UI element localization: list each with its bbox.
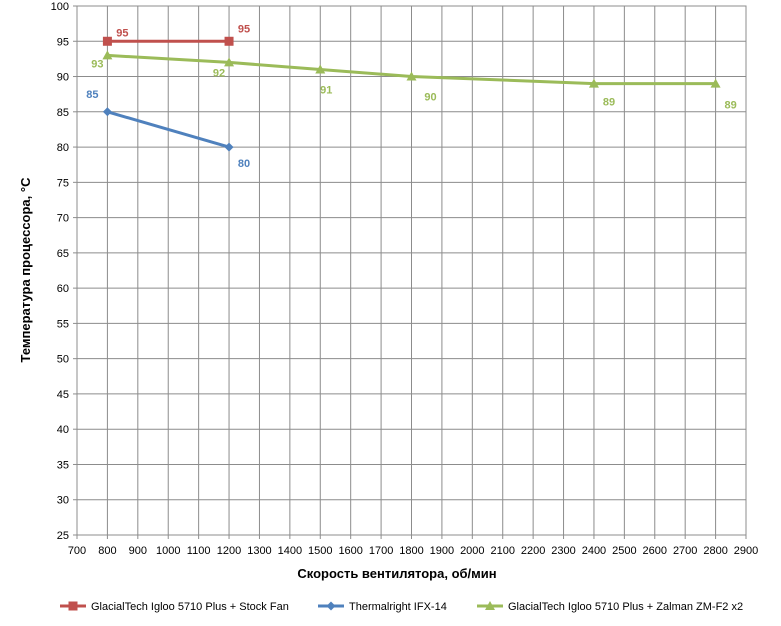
legend-item: GlacialTech Igloo 5710 Plus + Zalman ZM-… — [477, 601, 743, 613]
legend-marker — [326, 601, 336, 611]
legend-marker — [68, 601, 78, 611]
y-tick-label: 65 — [57, 248, 69, 260]
y-tick-label: 100 — [51, 1, 69, 13]
series-line — [107, 53, 716, 86]
data-label: 89 — [724, 100, 736, 112]
x-tick-label: 2100 — [490, 545, 514, 557]
x-tick-label: 1200 — [217, 545, 241, 557]
data-point — [224, 36, 234, 46]
y-tick-label: 50 — [57, 354, 69, 366]
x-tick-label: 1000 — [156, 545, 180, 557]
y-axis-title: Температура процессора, °С — [18, 177, 33, 363]
y-tick-label: 25 — [57, 530, 69, 542]
data-label: 80 — [238, 158, 250, 170]
legend-label: GlacialTech Igloo 5710 Plus + Stock Fan — [91, 601, 289, 613]
x-tick-label: 2200 — [521, 545, 545, 557]
legend-item: Thermalright IFX-14 — [318, 601, 447, 613]
x-tick-label: 700 — [68, 545, 86, 557]
legend-item: GlacialTech Igloo 5710 Plus + Stock Fan — [60, 601, 289, 613]
y-tick-label: 90 — [57, 72, 69, 84]
y-tick-label: 35 — [57, 459, 69, 471]
data-label: 90 — [424, 92, 436, 104]
data-point — [588, 78, 599, 88]
legend-marker — [485, 601, 495, 610]
y-tick-label: 40 — [57, 424, 69, 436]
data-label: 93 — [91, 58, 103, 70]
y-tick-label: 95 — [57, 36, 69, 48]
x-tick-label: 2800 — [703, 545, 727, 557]
legend-label: GlacialTech Igloo 5710 Plus + Zalman ZM-… — [508, 601, 743, 613]
x-tick-label: 2500 — [612, 545, 636, 557]
x-tick-label: 1500 — [308, 545, 332, 557]
data-label: 95 — [238, 23, 250, 35]
x-tick-label: 2600 — [643, 545, 667, 557]
x-tick-label: 900 — [129, 545, 147, 557]
data-point — [224, 142, 234, 152]
data-point — [224, 57, 235, 67]
y-tick-label: 30 — [57, 495, 69, 507]
x-tick-label: 2900 — [734, 545, 758, 557]
x-tick-label: 2700 — [673, 545, 697, 557]
plot-area-border — [76, 5, 747, 536]
y-tick-label: 75 — [57, 177, 69, 189]
series-3: 93 92 91 90 89 89 — [91, 50, 737, 112]
y-tick-label: 80 — [57, 142, 69, 154]
data-point — [102, 107, 112, 117]
data-point — [406, 71, 417, 81]
x-tick-label: 1600 — [338, 545, 362, 557]
series-1: 95 95 — [102, 23, 250, 46]
x-axis-title: Скорость вентилятора, об/мин — [297, 566, 496, 581]
data-label: 92 — [213, 67, 225, 79]
x-tick-label: 2400 — [582, 545, 606, 557]
grid — [73, 5, 747, 539]
data-point — [102, 36, 112, 46]
data-label: 85 — [86, 89, 98, 101]
series-line — [106, 110, 230, 149]
x-tick-label: 1300 — [247, 545, 271, 557]
y-tick-label: 45 — [57, 389, 69, 401]
y-tick-label: 55 — [57, 318, 69, 330]
y-tick-label: 70 — [57, 213, 69, 225]
legend-label: Thermalright IFX-14 — [349, 601, 447, 613]
x-tick-label: 800 — [98, 545, 116, 557]
x-tick-label: 1100 — [187, 545, 211, 557]
x-tick-label: 2300 — [551, 545, 575, 557]
data-point — [315, 64, 326, 74]
data-point — [710, 78, 721, 88]
series-layer: 95 95 85 80 93 92 91 90 89 89 — [86, 23, 736, 170]
data-label: 91 — [320, 84, 332, 96]
y-tick-label: 85 — [57, 107, 69, 119]
x-tick-label: 2000 — [460, 545, 484, 557]
x-tick-label: 1800 — [399, 545, 423, 557]
x-tick-label: 1900 — [430, 545, 454, 557]
x-tick-label: 1700 — [369, 545, 393, 557]
tick-labels: 700 800 900 1000 1100 1200 1300 1400 1500 1600 170… — [51, 1, 759, 557]
legend: GlacialTech Igloo 5710 Plus + Stock Fan T… — [60, 601, 743, 613]
y-tick-label: 60 — [57, 283, 69, 295]
series-2: 85 80 — [86, 89, 250, 170]
data-label: 89 — [603, 97, 615, 109]
data-point — [102, 50, 113, 60]
data-label: 95 — [116, 27, 128, 39]
x-tick-label: 1400 — [278, 545, 302, 557]
